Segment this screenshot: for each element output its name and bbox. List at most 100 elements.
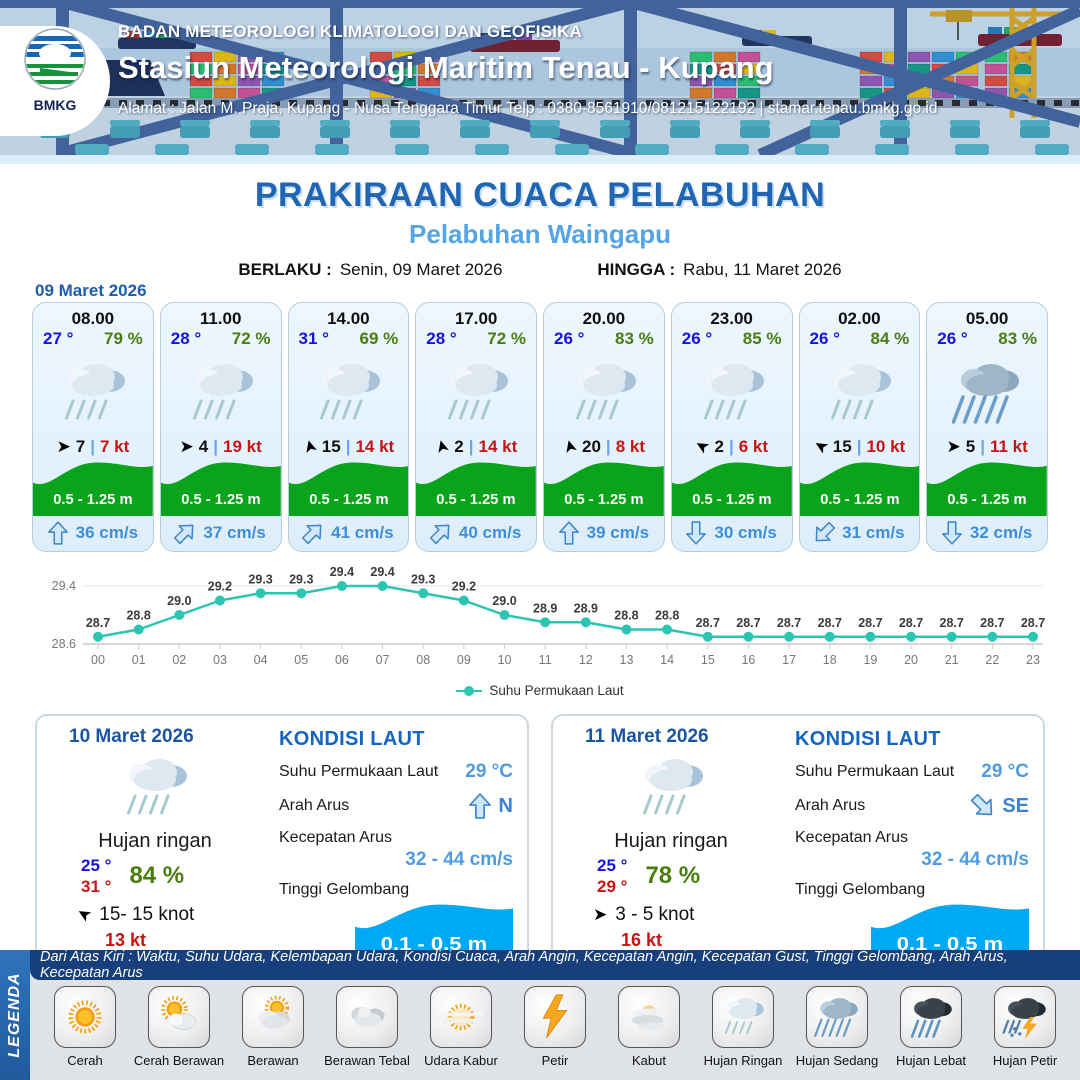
legend-item-label: Hujan Ringan bbox=[703, 1053, 783, 1068]
forecast-card-08.00: 08.00 27 ° 79 % ➤ 7 | 7 kt 0.5 - 1.25 m 36 c… bbox=[32, 302, 154, 552]
card-temperature: 31 ° bbox=[298, 329, 329, 348]
cerah-berawan-icon bbox=[148, 986, 210, 1048]
legend-item-udara-kabur: Udara Kabur bbox=[415, 986, 507, 1068]
daily-forecast-panel: 11 Maret 2026 Hujan ringan 25 ° 29 ° 78 %… bbox=[551, 714, 1045, 964]
card-time: 05.00 bbox=[965, 309, 1009, 328]
wind-speed: 20 bbox=[582, 436, 601, 456]
legend-item-label: Cerah Berawan bbox=[133, 1053, 225, 1068]
current-speed: 36 cm/s bbox=[75, 523, 139, 543]
forecast-card-02.00: 02.00 26 ° 84 % ➤ 15 | 10 kt 0.5 - 1.25 m 31… bbox=[798, 302, 921, 552]
current-direction-icon bbox=[558, 521, 579, 545]
wave-height-band: 0.5 - 1.25 m bbox=[544, 461, 664, 516]
wind-range: 3 - 5 knot bbox=[615, 903, 695, 925]
panel-date: 11 Maret 2026 bbox=[585, 726, 709, 747]
weather-icon bbox=[571, 748, 771, 828]
wave-height-band: 0.5 - 1.25 m bbox=[416, 461, 536, 516]
card-time: 20.00 bbox=[582, 309, 626, 328]
svg-text:0.1 - 0.5 m: 0.1 - 0.5 m bbox=[381, 935, 487, 955]
weather-icon-hujan-sedang bbox=[927, 353, 1047, 434]
svg-text:28.7: 28.7 bbox=[696, 616, 720, 630]
current-speed: 41 cm/s bbox=[331, 523, 394, 543]
card-temperature: 26 ° bbox=[554, 329, 585, 348]
wind-range: 15- 15 knot bbox=[99, 903, 195, 925]
svg-text:29.3: 29.3 bbox=[248, 572, 272, 586]
legend-item-hujan-ringan: Hujan Ringan bbox=[697, 986, 789, 1068]
svg-text:12: 12 bbox=[579, 653, 593, 667]
svg-text:28.7: 28.7 bbox=[980, 616, 1004, 630]
svg-text:01: 01 bbox=[132, 653, 146, 667]
current-speed: 31 cm/s bbox=[842, 523, 905, 543]
wind-direction-icon: ➤ bbox=[73, 902, 96, 927]
svg-text:0.5 - 1.25 m: 0.5 - 1.25 m bbox=[820, 492, 899, 508]
forecast-card-14.00: 14.00 31 ° 69 % ➤ 15 | 14 kt 0.5 - 1.25 m 41… bbox=[287, 302, 410, 552]
wave-height-band: 0.5 - 1.25 m bbox=[799, 461, 920, 516]
bmkg-logo: BMKG bbox=[0, 26, 110, 136]
svg-text:0.5 - 1.25 m: 0.5 - 1.25 m bbox=[947, 492, 1026, 508]
svg-text:28.7: 28.7 bbox=[86, 616, 110, 630]
forecast-card-23.00: 23.00 26 ° 85 % ➤ 2 | 6 kt 0.5 - 1.25 m 30 c… bbox=[670, 302, 793, 552]
legend-item-label: Kabut bbox=[632, 1053, 666, 1068]
wind-gust: 13 kt bbox=[105, 929, 147, 950]
card-time: 14.00 bbox=[327, 309, 370, 328]
weather-icon-hujan-ringan bbox=[544, 353, 664, 434]
bmkg-emblem-icon bbox=[24, 28, 86, 90]
page-title: PRAKIRAAN CUACA PELABUHAN bbox=[254, 176, 826, 214]
wind-speed: 2 bbox=[714, 436, 724, 456]
wind-direction-icon: ➤ bbox=[809, 435, 832, 459]
svg-text:28.8: 28.8 bbox=[614, 609, 638, 623]
current-speed: 32 - 44 cm/s bbox=[921, 849, 1029, 870]
svg-text:14: 14 bbox=[660, 653, 674, 667]
weather-icon-hujan-ringan bbox=[161, 353, 281, 434]
panel-date: 10 Maret 2026 bbox=[69, 726, 194, 747]
svg-text:0.5 - 1.25 m: 0.5 - 1.25 m bbox=[692, 492, 771, 508]
svg-text:17: 17 bbox=[782, 653, 796, 667]
current-speed: 39 cm/s bbox=[586, 523, 650, 543]
svg-text:28.9: 28.9 bbox=[533, 601, 557, 615]
svg-text:29.4: 29.4 bbox=[370, 565, 394, 579]
svg-text:21: 21 bbox=[945, 653, 959, 667]
forecast-card-17.00: 17.00 28 ° 72 % ➤ 2 | 14 kt 0.5 - 1.25 m 40 … bbox=[415, 302, 537, 552]
weather-condition: Hujan ringan bbox=[98, 830, 212, 852]
legend-item-label: Cerah bbox=[67, 1053, 103, 1068]
legend-item-kabut: Kabut bbox=[603, 986, 695, 1068]
legend-item-petir: Petir bbox=[509, 986, 601, 1068]
svg-text:0.5 - 1.25 m: 0.5 - 1.25 m bbox=[309, 492, 388, 508]
weather-icon bbox=[55, 748, 255, 828]
divider: | bbox=[468, 436, 474, 456]
current-speed: 40 cm/s bbox=[458, 523, 522, 543]
svg-text:29.4: 29.4 bbox=[330, 565, 354, 579]
wind-speed: 15 bbox=[832, 436, 852, 456]
svg-text:29.3: 29.3 bbox=[411, 572, 435, 586]
svg-text:08: 08 bbox=[416, 653, 430, 667]
kabut-icon bbox=[618, 986, 680, 1048]
svg-text:15: 15 bbox=[701, 653, 715, 667]
petir-icon bbox=[524, 986, 586, 1048]
svg-text:28.7: 28.7 bbox=[858, 616, 882, 630]
wind-direction-icon: ➤ bbox=[56, 437, 71, 457]
wind-gust: 16 kt bbox=[621, 929, 663, 950]
temp-min: 25 ° bbox=[81, 856, 112, 875]
wave-height-band: 0.5 - 1.25 m bbox=[33, 461, 153, 516]
card-humidity: 72 % bbox=[231, 329, 271, 348]
legend-item-hujan-petir: Hujan Petir bbox=[979, 986, 1071, 1068]
svg-text:07: 07 bbox=[376, 653, 390, 667]
forecast-card-20.00: 20.00 26 ° 83 % ➤ 20 | 8 kt 0.5 - 1.25 m 39 … bbox=[543, 302, 665, 552]
svg-text:03: 03 bbox=[213, 653, 227, 667]
wind-direction-icon: ➤ bbox=[298, 437, 321, 457]
card-humidity: 79 % bbox=[104, 329, 143, 348]
page-subtitle: Pelabuhan Waingapu bbox=[409, 219, 671, 249]
legend-item-cerah-berawan: Cerah Berawan bbox=[133, 986, 225, 1068]
current-direction-icon bbox=[174, 521, 195, 545]
hujan-ringan-icon bbox=[712, 986, 774, 1048]
header-banner: BMKG BADAN METEOROLOGI KLIMATOLOGI DAN G… bbox=[0, 0, 1080, 155]
humidity: 84 % bbox=[129, 862, 185, 890]
svg-text:28.6: 28.6 bbox=[52, 637, 76, 651]
hourly-forecast-row: 08.00 27 ° 79 % ➤ 7 | 7 kt 0.5 - 1.25 m 36 c… bbox=[32, 302, 1048, 552]
wind-gust: 7 kt bbox=[99, 436, 130, 456]
humidity: 78 % bbox=[645, 862, 701, 890]
current-direction-icon bbox=[942, 521, 962, 545]
svg-text:28.7: 28.7 bbox=[899, 616, 923, 630]
valid-from: BERLAKU : Senin, 09 Maret 2026 bbox=[238, 260, 503, 279]
wave-height-band: 0.5 - 1.25 m bbox=[288, 461, 409, 516]
current-direction-icon bbox=[686, 521, 707, 545]
